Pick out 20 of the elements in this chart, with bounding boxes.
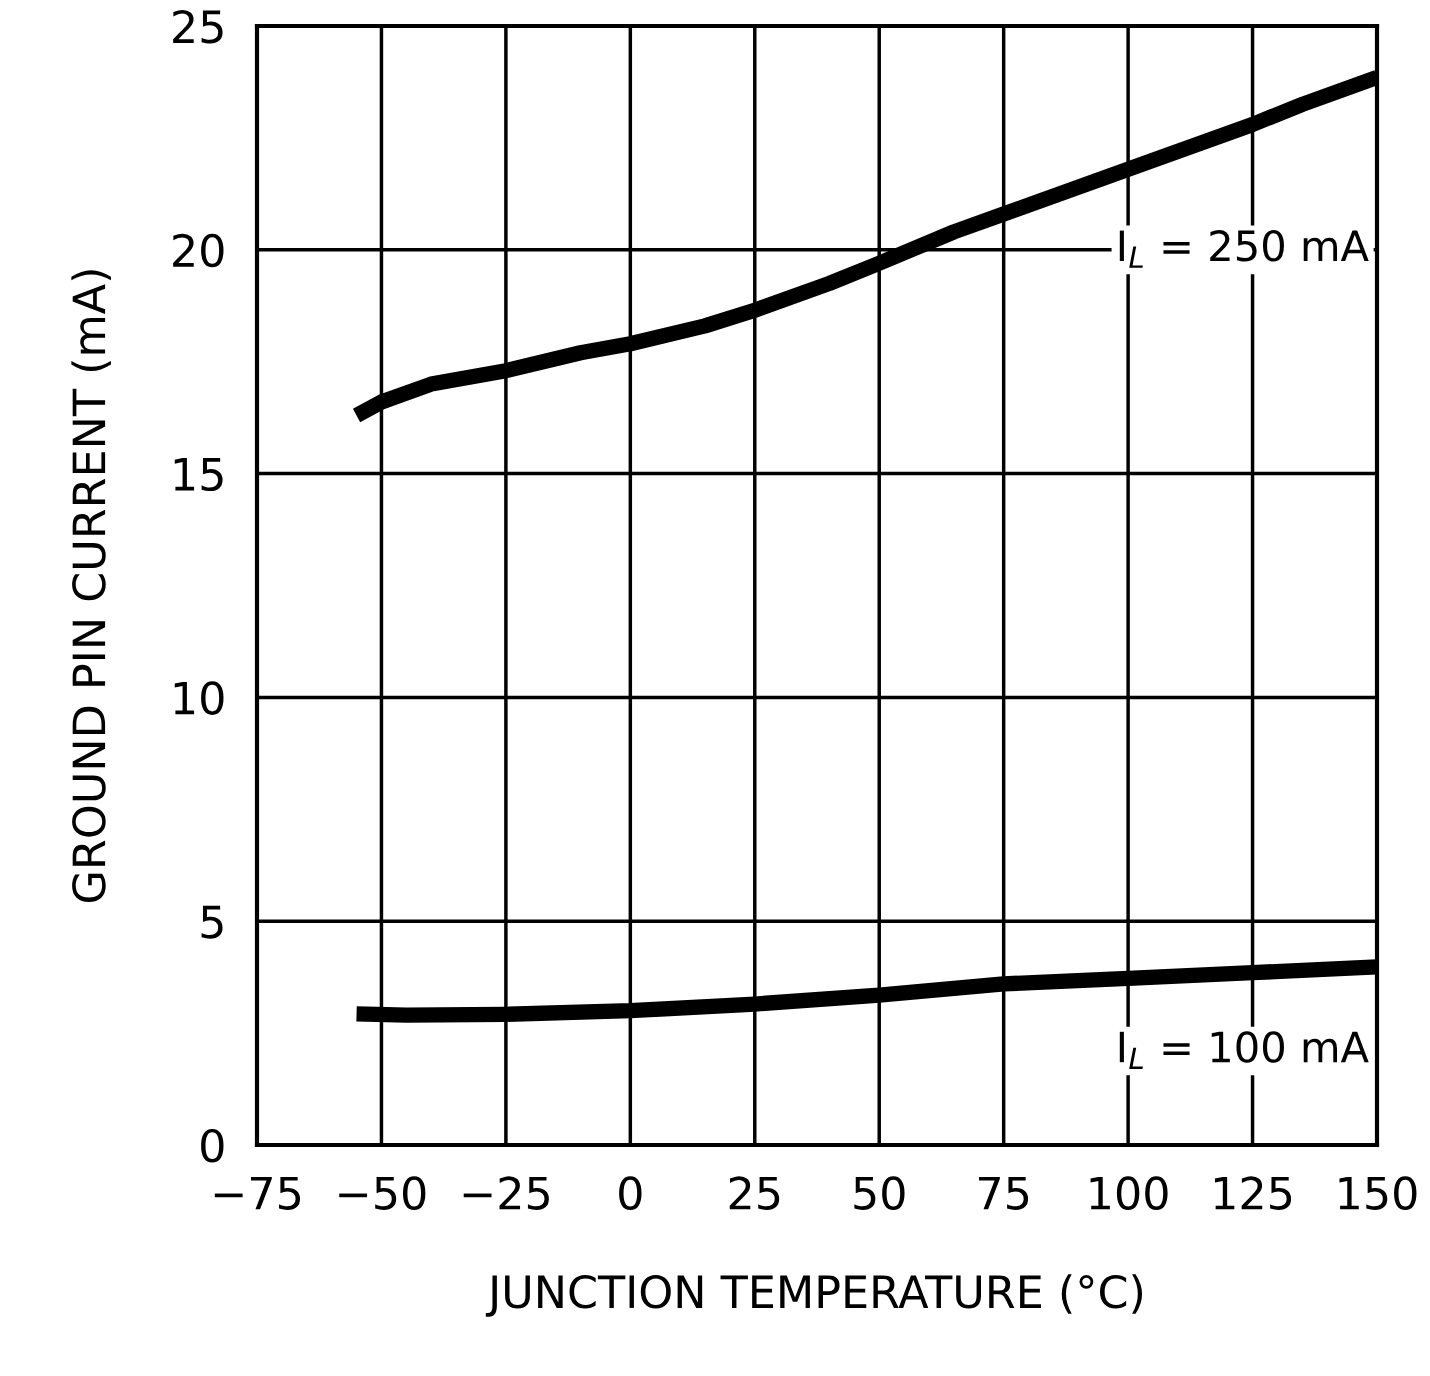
y-axis-title: GROUND PIN CURRENT (mA) — [71, 270, 111, 903]
y-tick-label: 15 — [174, 458, 223, 492]
y-tick-label: 10 — [174, 681, 224, 715]
x-tick-label: 0 — [619, 1176, 642, 1210]
series-label: I$_{L}$ = 250 mA — [1119, 230, 1369, 268]
y-tick-label: 0 — [201, 1128, 224, 1163]
x-tick-label: 100 — [1090, 1176, 1168, 1210]
x-tick-label: −50 — [339, 1176, 426, 1210]
x-tick-label: 25 — [729, 1176, 780, 1210]
series-label: I$_{L}$ = 100 mA — [1119, 1031, 1369, 1070]
x-tick-label: −25 — [463, 1176, 549, 1210]
x-tick-label: −75 — [214, 1176, 301, 1210]
y-tick-label: 5 — [201, 905, 223, 939]
y-tick-label: 20 — [173, 233, 224, 268]
x-tick-label: 75 — [979, 1176, 1029, 1210]
x-tick-label: 125 — [1215, 1176, 1292, 1210]
x-axis-title: JUNCTION TEMPERATURE (°C) — [485, 1274, 1143, 1317]
x-tick-label: 150 — [1339, 1176, 1417, 1210]
y-tick-label: 25 — [173, 9, 223, 44]
x-tick-label: 50 — [854, 1176, 905, 1210]
